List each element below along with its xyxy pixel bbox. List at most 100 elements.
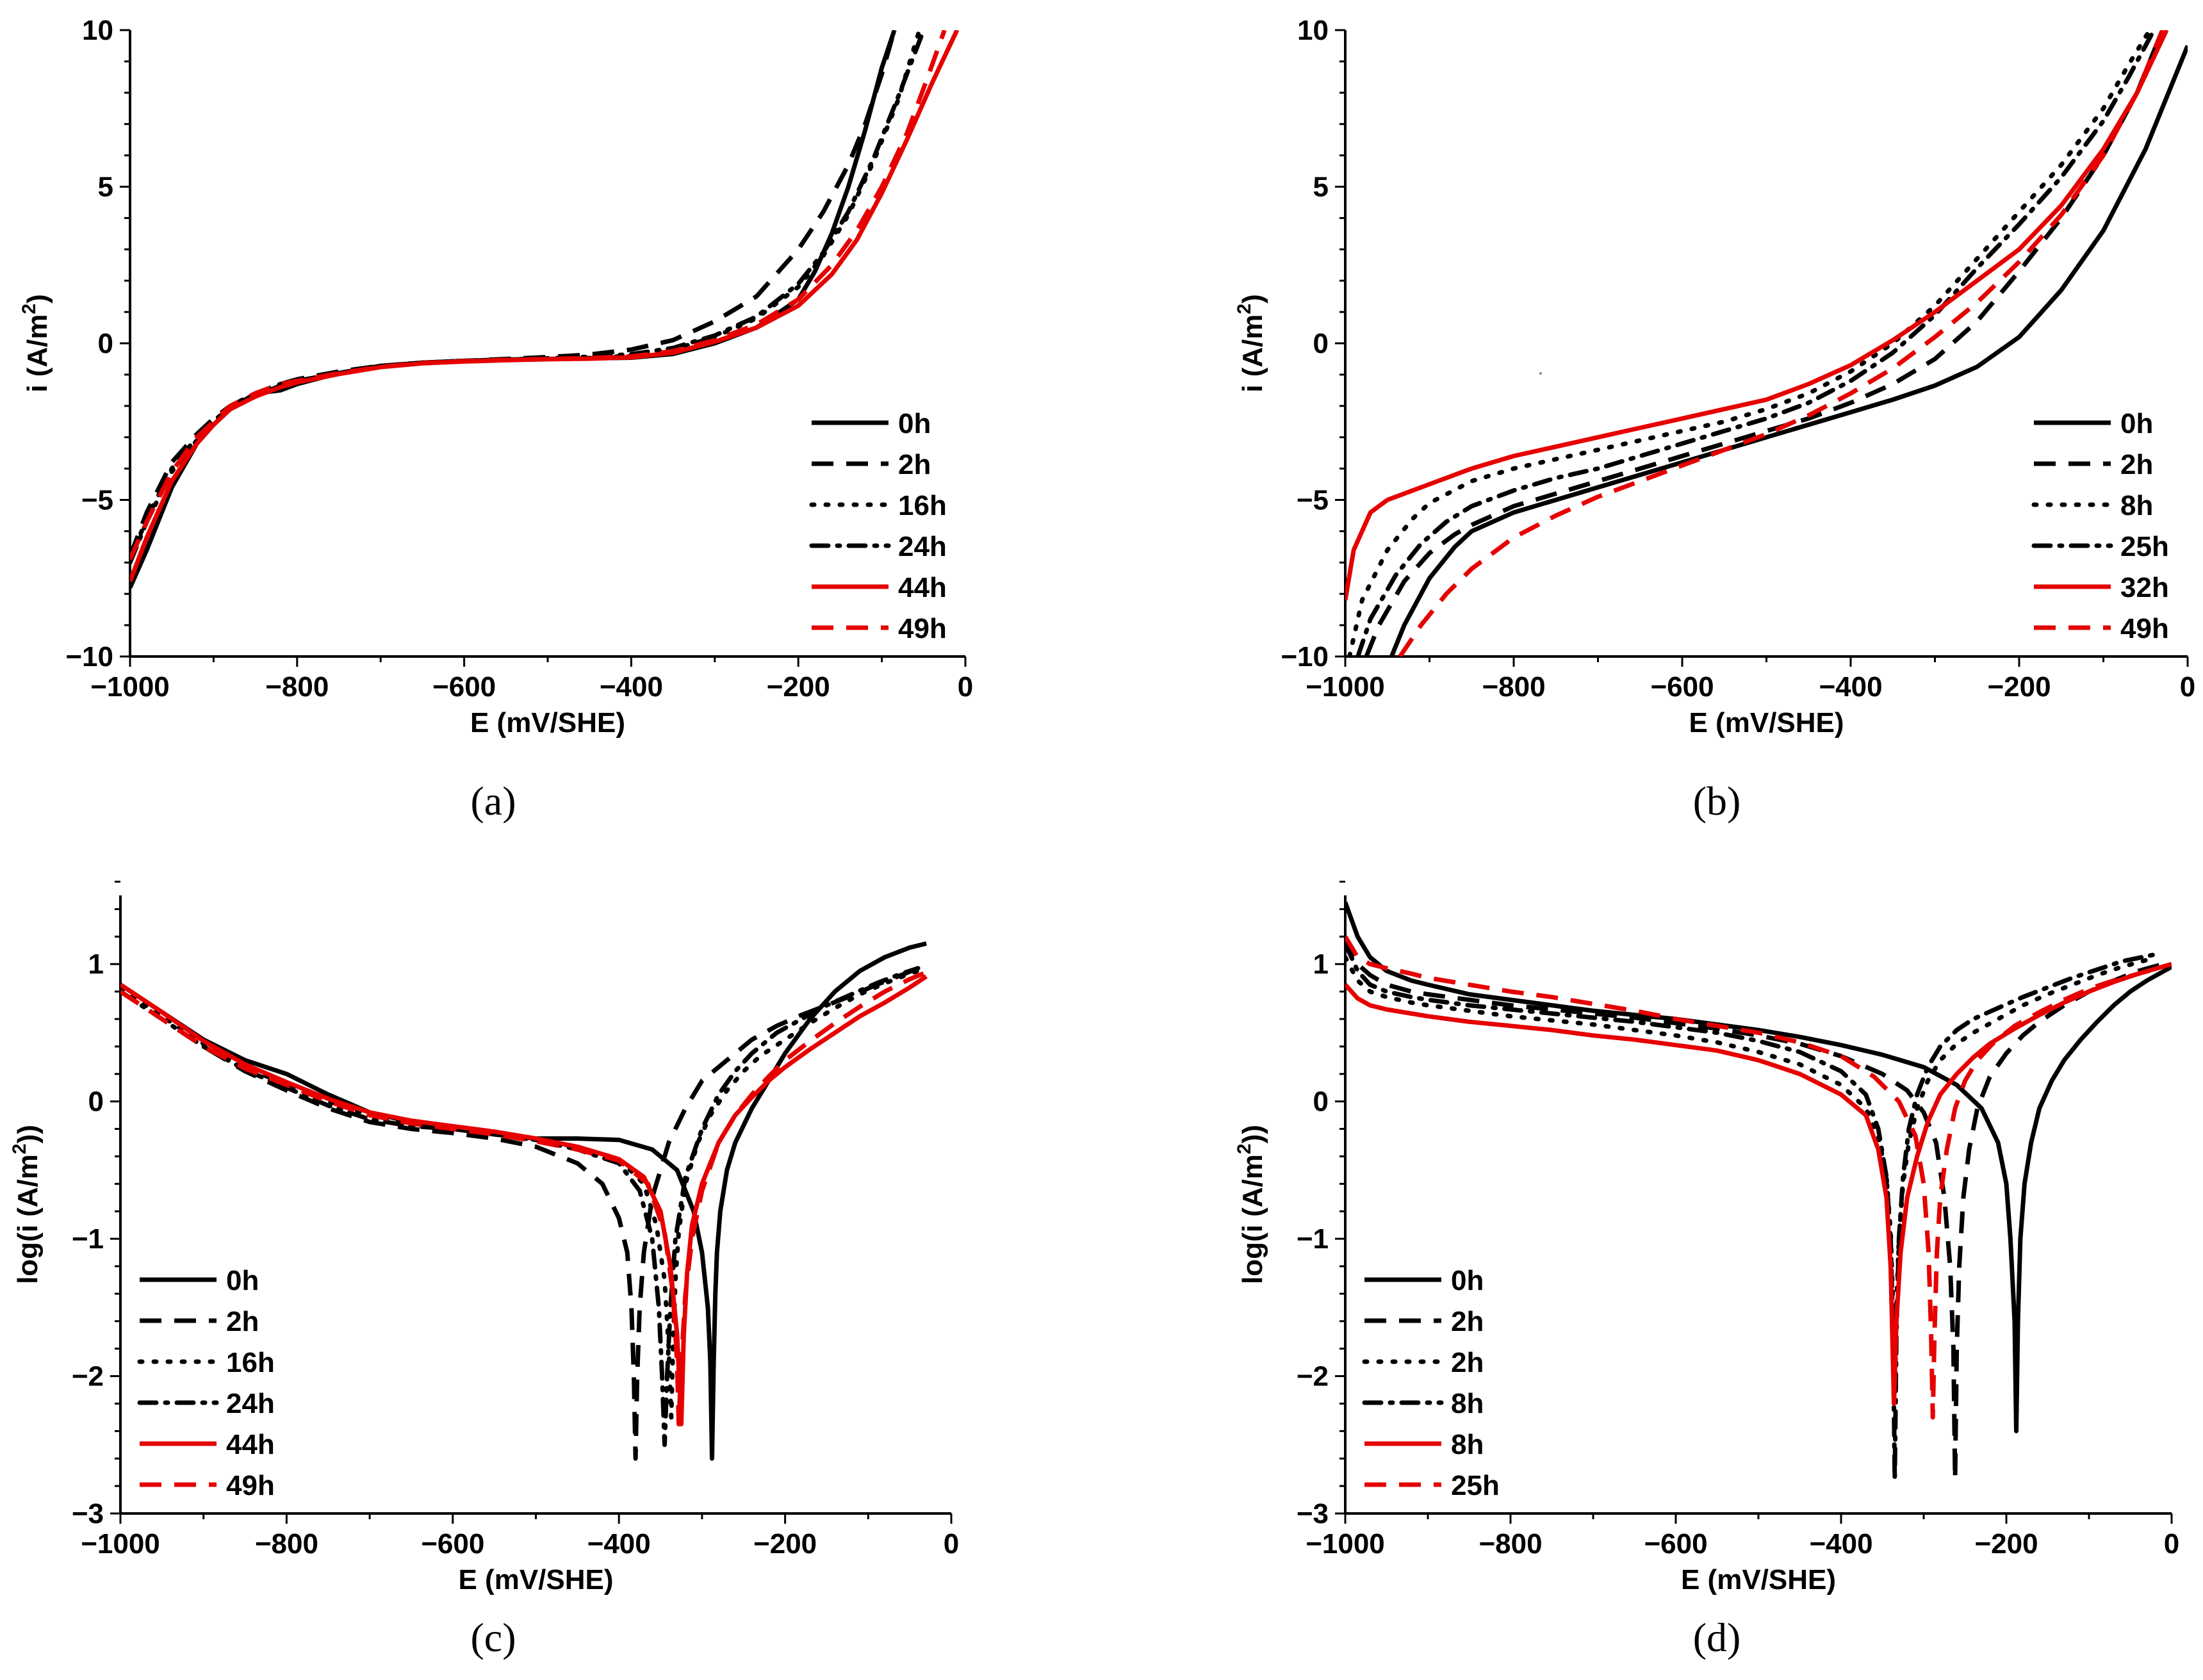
series-line-24h [130,30,926,565]
legend-label: 0h [1451,1265,1484,1296]
y-axis-label-main: log(i (A/m [12,1154,44,1284]
legend-label: 24h [898,531,947,562]
legend-label: 2h [2120,449,2153,480]
legend-label: 49h [226,1470,275,1501]
series-line-44h [130,30,960,582]
legend-label: 44h [898,572,947,603]
x-tick-label: 0 [2180,671,2195,703]
legend-label: 44h [226,1429,275,1460]
x-tick-label: −1000 [1306,671,1385,703]
series-line-8h [1347,30,2152,657]
series-lines [130,30,960,589]
series-line-25h [1345,935,2165,1420]
legend-label: 0h [898,408,931,439]
y-tick-label: 0 [1313,328,1329,359]
x-tick-label: −1000 [81,1528,160,1560]
x-tick-label: −400 [1809,1528,1872,1560]
series-line-44h [120,974,928,1427]
y-tick-label: 5 [1313,172,1329,203]
y-axis-label-main: log(i (A/m [1237,1154,1268,1284]
y-tick-label: 1 [88,949,104,980]
series-line-0h [1389,45,2188,657]
series-line-49h [1398,30,2165,657]
panel-caption: (d) [1693,1615,1741,1660]
panel-caption: (a) [470,778,516,824]
legend-label: 8h [1451,1388,1484,1419]
x-tick-label: −200 [1974,1528,2038,1560]
series-line-49h [130,30,947,560]
legend-label: 32h [2120,572,2169,603]
y-axis-label-tail: ) [1237,294,1268,304]
y-axis-label-main: i (A/m [22,314,53,393]
y-axis-label-tail: ) [22,294,53,304]
legend-label: 49h [2120,613,2169,644]
y-axis-label-main: i (A/m [1237,314,1268,393]
y-tick-label: 5 [98,172,113,203]
series-line-0h [1345,901,2172,1433]
y-axis-label: log(i (A/m2)) [1234,1125,1268,1284]
y-tick-label: −3 [1297,1498,1329,1529]
legend-label: 0h [226,1265,259,1296]
y-tick-label: −2 [72,1361,104,1392]
y-axis-label-tail: )) [1237,1125,1268,1143]
series-line-25h [1355,30,2156,657]
stray-dot [1539,372,1542,375]
legend: 0h 2h 16h 24h 44h 49h [137,1265,275,1501]
y-tick-label: −10 [65,641,113,673]
legend-label: 0h [2120,408,2153,439]
y-tick-label: 0 [88,1086,104,1118]
x-tick-label: −600 [1650,671,1714,703]
legend-label: 49h [898,613,947,644]
x-tick-label: 0 [958,671,973,703]
y-axis-label: i (A/m2) [19,294,53,393]
series-lines [1345,901,2172,1481]
legend-label: 24h [226,1388,275,1419]
x-axis-label: E (mV/SHE) [470,707,625,738]
y-axis-label-tail: )) [12,1125,44,1143]
legend-label: 2h [1451,1306,1484,1337]
x-tick-label: −800 [255,1528,318,1560]
legend-label: 25h [2120,531,2169,562]
legend: 0h 2h 2h 8h 8h 25h [1362,1265,1500,1501]
y-axis-label-superscript: 2 [1234,304,1255,314]
panel-caption: (c) [470,1615,516,1660]
x-tick-label: −600 [421,1528,484,1560]
y-tick-label: −5 [1297,485,1329,516]
y-axis-label-superscript: 2 [1234,1143,1255,1154]
x-tick-label: 0 [944,1528,959,1560]
y-axis-label-superscript: 2 [19,304,40,314]
y-tick-label: 10 [82,15,113,46]
x-axis-label: E (mV/SHE) [1681,1564,1836,1595]
x-tick-label: −600 [432,671,496,703]
legend-label: 2h [1451,1347,1484,1378]
series-line-2h [1345,935,2165,1481]
legend-label: 8h [2120,490,2153,521]
y-tick-label: 0 [98,328,113,359]
series-line-49h [120,970,928,1427]
y-tick-label: −5 [81,485,113,516]
x-tick-label: −400 [587,1528,651,1560]
x-axis-label: E (mV/SHE) [1689,707,1844,738]
legend-label: 8h [1451,1429,1484,1460]
series-line-24h [120,966,921,1448]
y-tick-label: −1 [72,1223,104,1255]
x-tick-label: −200 [1987,671,2051,703]
legend: 0h 2h 8h 25h 32h 49h [2031,408,2169,644]
legend-label: 2h [898,449,931,480]
series-line-2h [130,30,897,557]
panel-caption: (b) [1693,778,1741,824]
y-tick-label: 0 [1313,1086,1329,1118]
legend-label: 25h [1451,1470,1500,1501]
series-line-32h [1345,30,2169,601]
x-tick-label: −400 [600,671,663,703]
legend-label: 2h [226,1306,259,1337]
legend-label: 16h [226,1347,275,1378]
y-axis-label-superscript: 2 [9,1143,30,1154]
panel-b: −1000 −800 −600 −400 −200 0 −10 −5 0 5 10 E (mV/SHE… [1234,15,2195,824]
series-line-2h [120,966,919,1461]
y-tick-label: 1 [1313,949,1329,980]
y-tick-label: −1 [1297,1223,1329,1255]
y-tick-label: −2 [1297,1361,1329,1392]
x-tick-label: −1000 [90,671,170,703]
